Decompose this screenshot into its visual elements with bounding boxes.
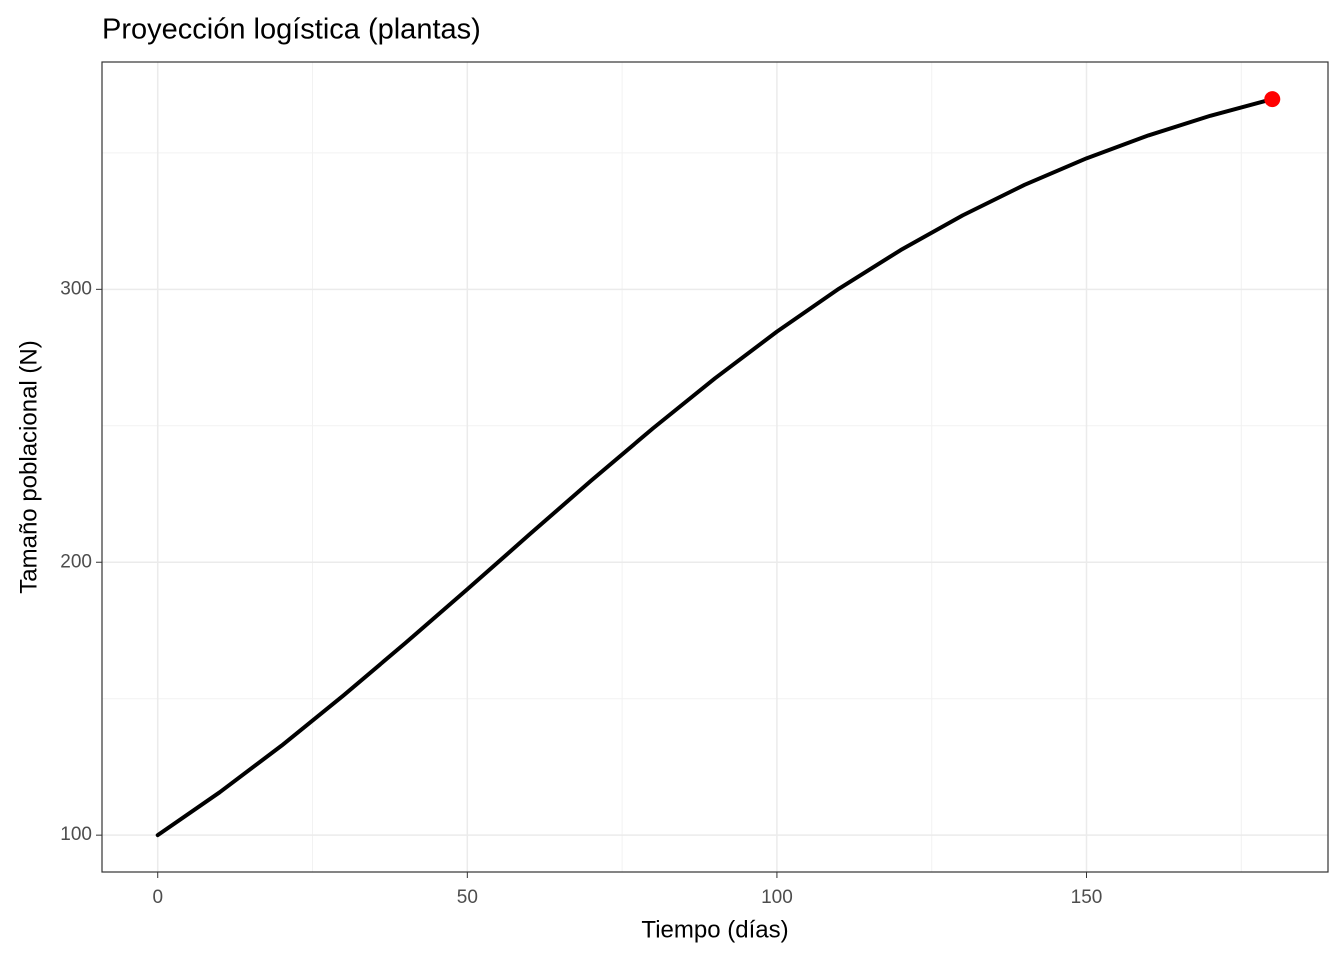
x-axis-label: Tiempo (días) xyxy=(641,916,788,943)
y-tick-label: 300 xyxy=(60,278,92,299)
x-tick-label: 100 xyxy=(761,887,793,908)
x-tick-label: 50 xyxy=(457,887,478,908)
highlight-point xyxy=(1264,91,1281,108)
y-tick-label: 100 xyxy=(60,824,92,845)
y-tick-label: 200 xyxy=(60,551,92,572)
panel-border xyxy=(101,61,1329,873)
x-tick-label: 0 xyxy=(152,887,163,908)
line xyxy=(155,97,1275,838)
y-axis-label: Tamaño poblacional (N) xyxy=(15,340,42,593)
x-tick-label: 150 xyxy=(1071,887,1103,908)
chart-title: Proyección logística (plantas) xyxy=(102,14,481,46)
